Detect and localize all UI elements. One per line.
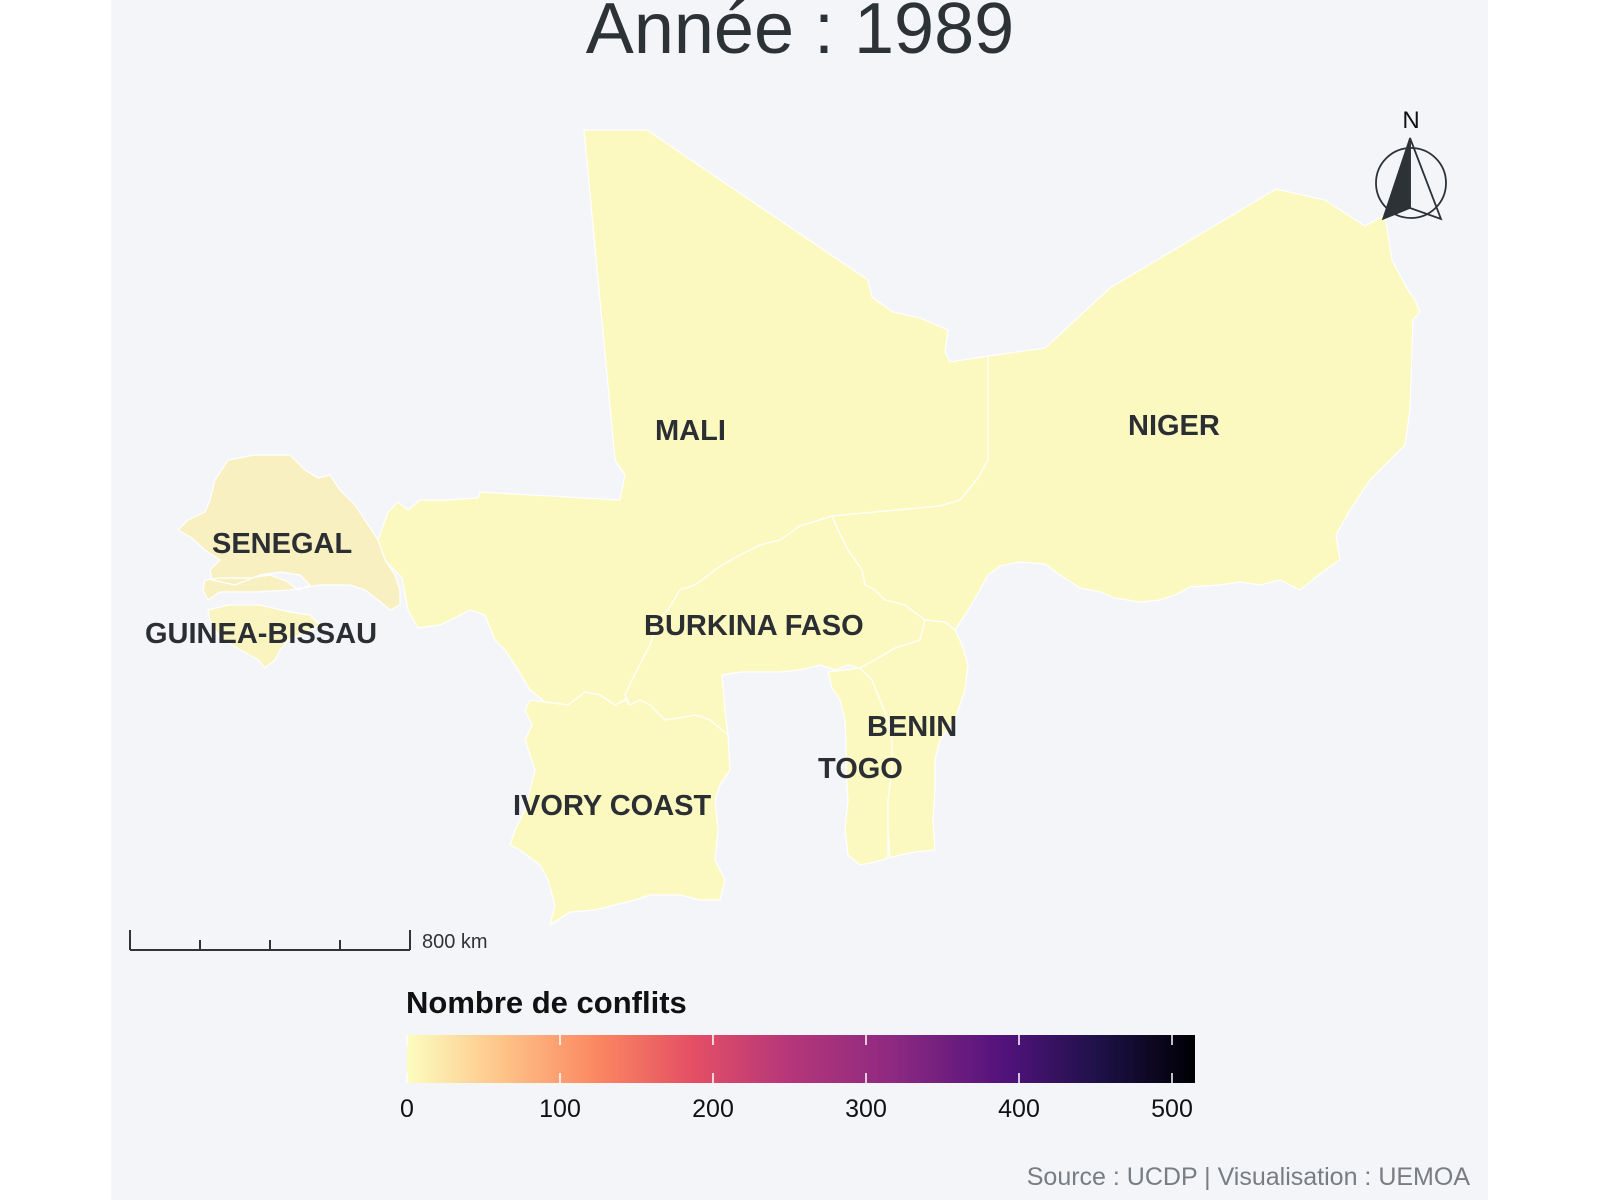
legend-tick-label: 200: [692, 1095, 734, 1123]
country-label-senegal: SENEGAL: [212, 528, 352, 560]
legend-title: Nombre de conflits: [406, 985, 687, 1020]
scale-bar: [129, 930, 411, 951]
country-label-mali: MALI: [655, 415, 726, 447]
north-label: N: [1402, 107, 1419, 134]
country-label-togo: TOGO: [818, 753, 903, 785]
map-title: Année : 1989: [585, 0, 1015, 69]
country-label-burkina-faso: BURKINA FASO: [644, 610, 864, 642]
legend-tick-label: 100: [539, 1095, 581, 1123]
north-arrow-icon: [1375, 137, 1447, 221]
country-benin: [859, 619, 969, 859]
country-label-niger: NIGER: [1128, 410, 1220, 442]
legend-tick-label: 400: [998, 1095, 1040, 1123]
country-label-guinea-bissau: GUINEA-BISSAU: [145, 618, 377, 650]
legend-tick-marks: [406, 1035, 1173, 1083]
legend-tick-label: 300: [845, 1095, 887, 1123]
country-label-ivory-coast: IVORY COAST: [513, 790, 711, 822]
country-guinea-bissau: [207, 604, 322, 669]
scale-bar-label: 800 km: [422, 931, 488, 953]
country-burkina-faso: [624, 515, 926, 737]
source-caption: Source : UCDP | Visualisation : UEMOA: [1026, 1163, 1470, 1191]
country-label-benin: BENIN: [867, 711, 957, 743]
legend-colorbar: [407, 1035, 1195, 1083]
legend-tick-label: 500: [1151, 1095, 1193, 1123]
legend-tick-label: 0: [400, 1095, 414, 1123]
country-ivory-coast: [509, 691, 731, 927]
country-senegal: [177, 454, 401, 611]
